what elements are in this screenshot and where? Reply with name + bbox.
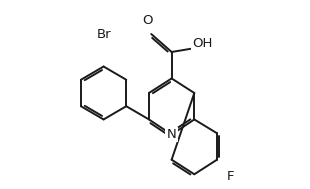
Text: F: F bbox=[227, 170, 235, 183]
Text: O: O bbox=[142, 14, 152, 27]
Text: N: N bbox=[167, 128, 176, 141]
Text: OH: OH bbox=[192, 37, 212, 50]
Text: Br: Br bbox=[96, 29, 111, 41]
